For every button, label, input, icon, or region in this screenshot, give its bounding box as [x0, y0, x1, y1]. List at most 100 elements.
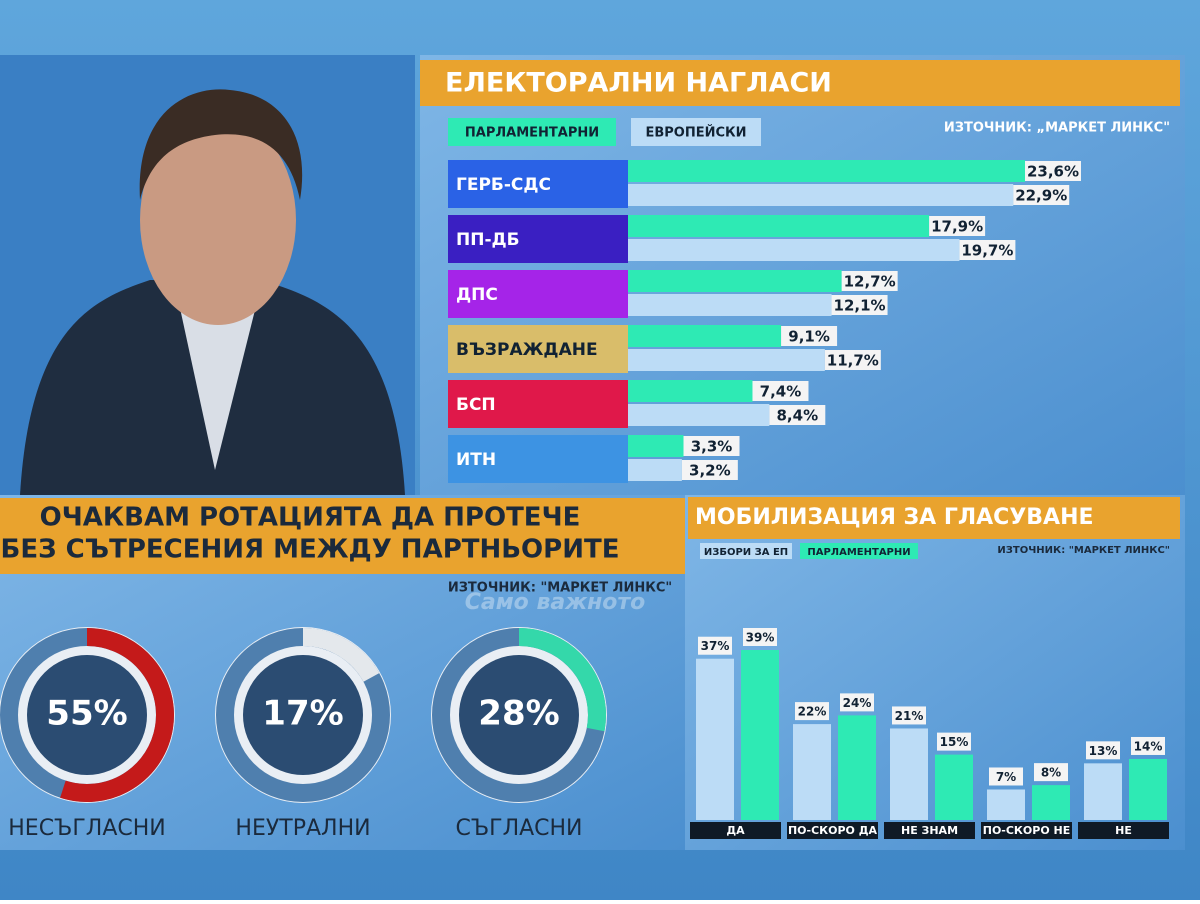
- value-label: 21%: [895, 709, 924, 723]
- value-label: 17,9%: [931, 218, 983, 236]
- value-label: 12,7%: [844, 273, 896, 291]
- value-label: 15%: [940, 735, 969, 749]
- value-label-bg: [1034, 763, 1068, 782]
- donut-center: [243, 655, 363, 775]
- value-label: 14%: [1134, 739, 1163, 753]
- bar: [696, 658, 734, 820]
- bar: [1032, 785, 1070, 820]
- source: ИЗТОЧНИК: "МАРКЕТ ЛИНКС": [448, 581, 672, 596]
- category-box: [981, 822, 1072, 839]
- category-box: [1078, 822, 1169, 839]
- donut-arc: [302, 628, 380, 683]
- category-label: ПО-СКОРО НЕ: [983, 824, 1071, 837]
- bar: [628, 294, 832, 316]
- category-box: [884, 822, 975, 839]
- value-label-bg: [1025, 161, 1081, 181]
- value-label: 55%: [46, 694, 127, 734]
- value-label-bg: [752, 381, 809, 401]
- category-label: НЕ ЗНАМ: [901, 824, 958, 837]
- source: ИЗТОЧНИК: „МАРКЕТ ЛИНКС": [944, 121, 1170, 136]
- source: ИЗТОЧНИК: "МАРКЕТ ЛИНКС": [997, 545, 1170, 556]
- value-label: 23,6%: [1027, 163, 1079, 181]
- value-label: 22%: [798, 705, 827, 719]
- chart-title: ЕЛЕКТОРАЛНИ НАГЛАСИ: [445, 68, 832, 99]
- legend-swatch: [800, 543, 918, 559]
- bar: [628, 160, 1025, 182]
- value-label-bg: [1131, 736, 1165, 755]
- bar: [628, 239, 960, 261]
- legend-swatch: [700, 543, 792, 559]
- bar: [793, 724, 831, 820]
- bar: [628, 349, 825, 371]
- bar: [628, 184, 1014, 206]
- bar: [1084, 763, 1122, 820]
- category-box: [448, 435, 628, 483]
- bar: [741, 650, 779, 820]
- legend-label: ПАРЛАМЕНТАРНИ: [465, 126, 599, 141]
- value-label-bg: [743, 628, 777, 646]
- category-label: ПО-СКОРО ДА: [788, 824, 878, 837]
- value-label-bg: [989, 767, 1023, 786]
- value-label-bg: [959, 240, 1016, 260]
- value-label: 9,1%: [788, 328, 830, 346]
- chart-title: БЕЗ СЪТРЕСЕНИЯ МЕЖДУ ПАРТНЬОРИТЕ: [1, 535, 620, 565]
- category-box: [448, 325, 628, 373]
- value-label-bg: [841, 271, 898, 291]
- category-box: [448, 160, 628, 208]
- bar: [628, 325, 782, 347]
- value-label-bg: [824, 350, 881, 370]
- category-label: НЕУТРАЛНИ: [235, 816, 370, 841]
- donut-center: [459, 655, 579, 775]
- value-label: 8,4%: [777, 407, 819, 425]
- category-label: БСП: [456, 395, 496, 415]
- value-label: 37%: [701, 639, 730, 653]
- value-label-bg: [831, 295, 888, 315]
- legend-label: ПАРЛАМЕНТАРНИ: [807, 547, 910, 558]
- bar: [1129, 758, 1167, 820]
- value-label: 12,1%: [834, 297, 886, 315]
- category-label: НЕСЪГЛАСНИ: [8, 816, 166, 841]
- donut-arc: [60, 628, 174, 802]
- value-label: 39%: [746, 631, 775, 645]
- donut-center: [27, 655, 147, 775]
- value-label: 3,2%: [689, 462, 731, 480]
- category-label: НЕ: [1115, 824, 1132, 837]
- legend-label: ЕВРОПЕЙСКИ: [645, 125, 746, 141]
- title-band: [688, 497, 1180, 539]
- category-box: [448, 215, 628, 263]
- value-label: 11,7%: [827, 352, 879, 370]
- value-label: 24%: [843, 696, 872, 710]
- bar: [628, 380, 753, 402]
- category-label: ДА: [726, 824, 745, 837]
- bar: [838, 715, 876, 820]
- value-label-bg: [937, 732, 971, 751]
- value-label-bg: [781, 326, 838, 346]
- bar: [935, 754, 973, 820]
- value-label: 13%: [1089, 744, 1118, 758]
- chart-title: МОБИЛИЗАЦИЯ ЗА ГЛАСУВАНЕ: [695, 505, 1094, 530]
- category-label: ВЪЗРАЖДАНЕ: [456, 340, 598, 360]
- title-band: [0, 498, 685, 574]
- category-label: СЪГЛАСНИ: [455, 816, 582, 841]
- category-box: [690, 822, 781, 839]
- value-label-bg: [840, 693, 874, 712]
- value-label-bg: [929, 216, 986, 236]
- category-label: ПП-ДБ: [456, 230, 520, 250]
- value-label-bg: [681, 460, 738, 480]
- value-label: 19,7%: [961, 242, 1013, 260]
- bar: [628, 435, 684, 457]
- value-label: 3,3%: [691, 438, 733, 456]
- watermark: Само важното: [465, 590, 646, 615]
- donut-arc: [518, 628, 606, 732]
- presenter: [20, 89, 405, 495]
- value-label-bg: [698, 636, 732, 655]
- value-label-bg: [1013, 185, 1070, 205]
- chart-title: ОЧАКВАМ РОТАЦИЯТА ДА ПРОТЕЧЕ: [40, 503, 581, 533]
- bar: [628, 404, 770, 426]
- value-label: 7%: [996, 770, 1016, 784]
- value-label: 7,4%: [760, 383, 802, 401]
- category-label: ГЕРБ-СДС: [456, 175, 551, 195]
- bar: [987, 789, 1025, 820]
- value-label-bg: [892, 706, 926, 725]
- bar: [628, 459, 682, 481]
